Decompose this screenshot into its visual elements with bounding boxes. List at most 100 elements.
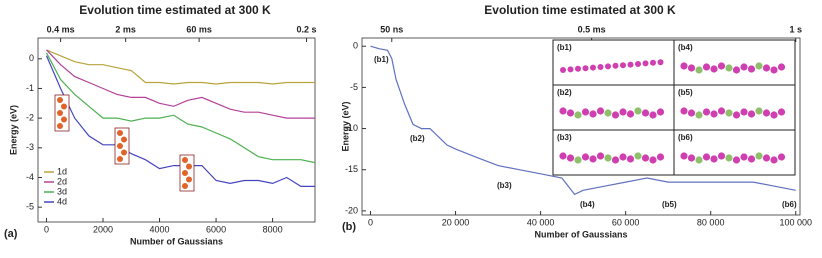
- x-tick-label: 0: [44, 224, 49, 234]
- x-tick-label: 100 000: [779, 217, 812, 227]
- atom: [687, 109, 696, 117]
- atom: [626, 110, 635, 118]
- legend-label: 3d: [57, 186, 67, 196]
- y-tick-label: -5: [350, 82, 358, 92]
- atom: [717, 152, 726, 160]
- atom: [740, 108, 748, 116]
- atom: [589, 155, 597, 163]
- atom: [589, 110, 597, 118]
- atom: [186, 176, 192, 183]
- inset-label: (b5): [678, 88, 693, 97]
- atom: [755, 107, 763, 115]
- x-tick-label: 80 000: [697, 217, 725, 227]
- legend-label: 2d: [57, 176, 67, 186]
- atom: [649, 111, 657, 119]
- atom: [755, 62, 763, 70]
- atom: [687, 64, 696, 72]
- panel-label: (a): [4, 228, 18, 240]
- inset-cell: [552, 84, 675, 131]
- atom: [121, 149, 127, 156]
- chart-title: Evolution time estimated at 300 K: [484, 3, 676, 17]
- atom: [680, 152, 688, 160]
- inset-cell: [673, 84, 796, 131]
- atom: [581, 153, 590, 161]
- atom: [117, 130, 123, 136]
- atom: [725, 109, 733, 117]
- inset-label: (b3): [557, 133, 572, 142]
- x-tick-label: 60 000: [612, 217, 640, 227]
- atom: [626, 155, 635, 163]
- atom: [642, 60, 649, 67]
- inset-cell: [673, 129, 796, 176]
- atom: [777, 63, 786, 71]
- atom: [641, 154, 650, 162]
- atom: [725, 64, 733, 72]
- annotation: (b3): [497, 181, 512, 190]
- atom: [567, 66, 574, 73]
- atom: [182, 157, 188, 163]
- atom: [656, 108, 665, 116]
- atom: [559, 152, 567, 160]
- atom: [649, 156, 657, 164]
- x-tick-label: 2000: [93, 224, 113, 234]
- atom: [635, 61, 641, 67]
- plot-frame: [361, 37, 801, 216]
- top-tick-label: 2 ms: [115, 24, 136, 34]
- data-line: [46, 49, 315, 119]
- atom: [605, 63, 611, 70]
- y-tick-label: -3: [26, 142, 34, 152]
- atom: [619, 108, 627, 116]
- x-tick-label: 4000: [150, 224, 170, 234]
- atom: [755, 152, 763, 160]
- atom: [710, 110, 718, 118]
- y-tick-label: -10: [345, 123, 358, 133]
- atom: [566, 154, 575, 162]
- atom: [650, 59, 656, 66]
- atom: [596, 107, 605, 115]
- x-tick-label: 8000: [263, 224, 283, 234]
- atom: [770, 156, 778, 164]
- atom: [57, 123, 63, 129]
- atom: [695, 66, 703, 74]
- atom: [611, 111, 620, 119]
- x-tick-label: 20 000: [442, 217, 470, 227]
- plot-frame: [37, 37, 316, 223]
- atom: [710, 155, 718, 163]
- annotation: (b4): [580, 200, 595, 209]
- atom: [57, 97, 63, 103]
- top-tick-label: 50 ns: [380, 24, 403, 34]
- x-tick-label: 6000: [206, 224, 226, 234]
- annotation: (b1): [374, 55, 389, 64]
- atom: [596, 152, 605, 160]
- atom: [747, 155, 756, 163]
- y-tick-label: 0: [29, 53, 34, 63]
- inset-label: (b1): [557, 43, 572, 52]
- atom: [717, 62, 726, 70]
- atom: [611, 156, 620, 164]
- top-tick-label: 0.5 ms: [578, 24, 606, 34]
- atom: [710, 65, 718, 73]
- atom: [770, 66, 778, 74]
- atom: [61, 116, 67, 123]
- atom: [604, 154, 612, 162]
- atom: [687, 154, 696, 162]
- atom: [61, 103, 67, 110]
- atom: [740, 153, 748, 161]
- x-axis-label: Number of Gaussians: [130, 236, 223, 246]
- atom: [740, 63, 748, 71]
- y-axis-label: Energy (eV): [8, 105, 18, 155]
- atom: [575, 65, 581, 72]
- inset-cell: [552, 129, 675, 176]
- atom: [762, 109, 771, 117]
- atom: [732, 111, 741, 119]
- atom: [680, 62, 688, 70]
- y-tick-label: 0: [353, 41, 358, 51]
- atom: [182, 183, 188, 189]
- atom: [559, 107, 567, 115]
- atom: [612, 62, 619, 69]
- atom: [620, 62, 626, 69]
- y-axis-label: Energy (eV): [340, 101, 350, 151]
- top-tick-label: 0.4 ms: [47, 24, 75, 34]
- atom: [566, 109, 575, 117]
- inset-label: (b6): [678, 133, 693, 142]
